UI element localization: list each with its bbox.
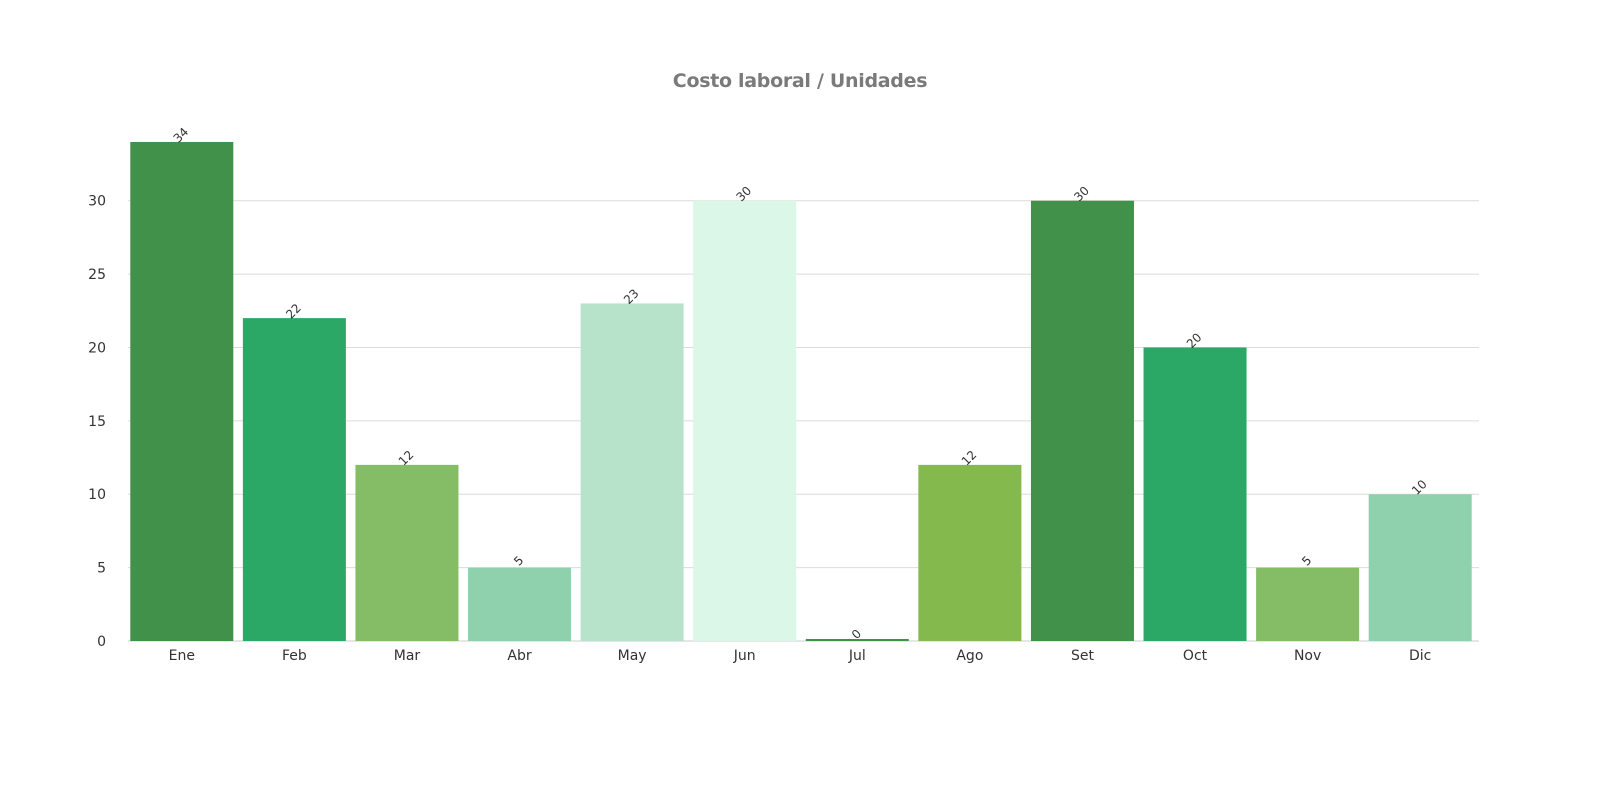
bar-jun (693, 200, 797, 642)
y-tick-label: 10 (88, 487, 106, 503)
bar-set (1030, 200, 1134, 642)
bar-ene (130, 142, 234, 641)
bar-abr (468, 567, 572, 641)
bar-feb (242, 318, 346, 641)
y-tick-label: 20 (88, 340, 106, 356)
x-tick-label: Dic (1409, 648, 1431, 664)
x-tick-label: Oct (1183, 648, 1208, 664)
data-label: 5 (511, 553, 526, 568)
bar-nov (1256, 567, 1360, 641)
bar-oct (1143, 347, 1247, 641)
y-tick-label: 30 (88, 194, 106, 210)
bar-dic (1368, 494, 1472, 641)
x-tick-label: Jun (733, 648, 756, 664)
x-tick-label: Jul (848, 648, 866, 664)
x-tick-label: Nov (1294, 648, 1321, 664)
y-tick-label: 25 (88, 267, 106, 283)
x-tick-label: Ago (956, 648, 983, 664)
y-tick-label: 15 (88, 414, 106, 430)
bar-mar (355, 464, 459, 641)
x-tick-label: Ene (169, 648, 195, 664)
x-tick-label: Feb (282, 648, 307, 664)
x-tick-label: Abr (507, 648, 531, 664)
x-tick-label: May (618, 648, 647, 664)
data-label: 5 (1299, 553, 1314, 568)
y-tick-label: 5 (97, 561, 106, 577)
chart-title: Costo laboral / Unidades (672, 70, 928, 92)
x-tick-label: Set (1071, 648, 1095, 664)
x-tick-label: Mar (394, 648, 421, 664)
bar-jul (805, 639, 909, 641)
bar-ago (918, 464, 1022, 641)
y-tick-label: 0 (97, 634, 106, 650)
bar-may (580, 303, 684, 641)
